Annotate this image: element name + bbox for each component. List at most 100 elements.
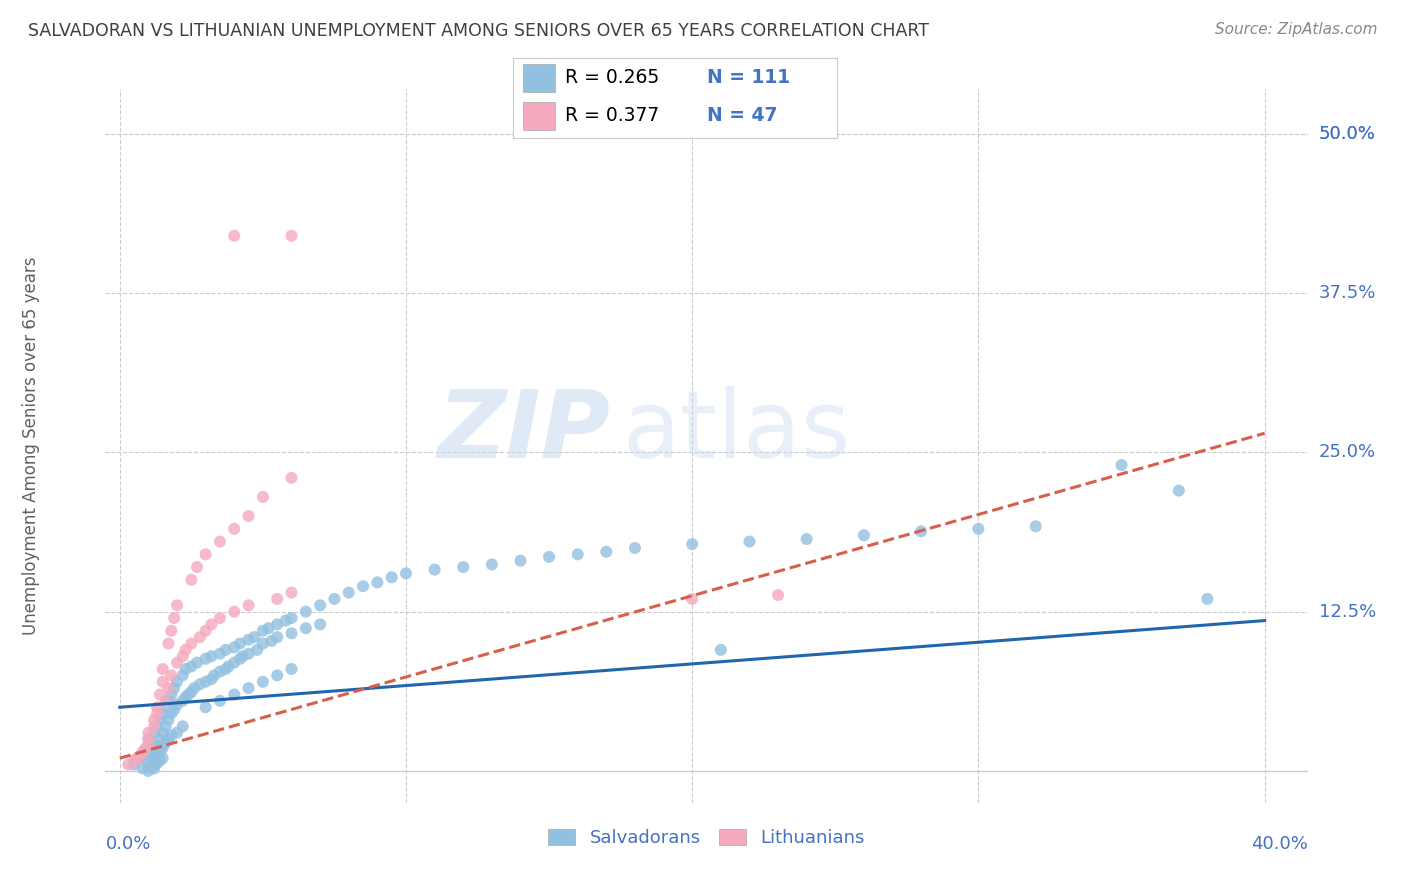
Point — [274, 614, 297, 628]
Point — [160, 624, 183, 638]
Point — [149, 688, 172, 702]
Point — [166, 599, 188, 613]
Point — [910, 524, 932, 539]
Point — [131, 761, 153, 775]
Point — [224, 688, 246, 702]
Point — [208, 647, 231, 661]
Point — [309, 599, 332, 613]
Point — [152, 706, 174, 721]
Point — [143, 751, 166, 765]
Point — [146, 739, 169, 753]
Point — [229, 636, 252, 650]
Point — [481, 558, 503, 572]
Point — [157, 713, 180, 727]
Point — [138, 764, 160, 778]
Point — [155, 700, 177, 714]
Point — [131, 745, 153, 759]
Point — [257, 621, 280, 635]
Point — [146, 700, 169, 714]
Point — [451, 560, 474, 574]
Point — [214, 662, 236, 676]
Point — [152, 751, 174, 765]
Point — [172, 694, 194, 708]
Text: Unemployment Among Seniors over 65 years: Unemployment Among Seniors over 65 years — [22, 257, 39, 635]
Point — [202, 668, 225, 682]
Point — [200, 617, 222, 632]
Point — [135, 745, 156, 759]
Point — [125, 751, 148, 765]
Point — [152, 674, 174, 689]
Point — [128, 751, 150, 765]
Point — [238, 647, 260, 661]
Point — [208, 694, 231, 708]
Bar — [523, 63, 555, 92]
Point — [218, 659, 240, 673]
Point — [624, 541, 647, 555]
Point — [681, 591, 703, 606]
Text: Source: ZipAtlas.com: Source: ZipAtlas.com — [1215, 22, 1378, 37]
Point — [155, 719, 177, 733]
Point — [967, 522, 990, 536]
Point — [186, 560, 208, 574]
Point — [172, 649, 194, 664]
Text: SALVADORAN VS LITHUANIAN UNEMPLOYMENT AMONG SENIORS OVER 65 YEARS CORRELATION CH: SALVADORAN VS LITHUANIAN UNEMPLOYMENT AM… — [28, 22, 929, 40]
Point — [149, 745, 172, 759]
Point — [567, 547, 589, 561]
Point — [146, 719, 169, 733]
Text: R = 0.265: R = 0.265 — [565, 68, 659, 87]
Point — [266, 630, 288, 644]
Point — [157, 732, 180, 747]
Point — [1025, 519, 1047, 533]
Text: atlas: atlas — [623, 385, 851, 478]
Point — [180, 685, 202, 699]
Point — [194, 652, 217, 666]
Point — [214, 643, 236, 657]
Point — [224, 605, 246, 619]
Point — [194, 624, 217, 638]
Point — [194, 674, 217, 689]
Point — [280, 585, 302, 599]
Point — [238, 681, 260, 695]
Point — [146, 706, 169, 721]
Point — [149, 754, 172, 768]
Point — [143, 761, 166, 775]
Point — [166, 674, 188, 689]
Point — [538, 549, 561, 564]
Point — [280, 626, 302, 640]
Point — [266, 617, 288, 632]
Point — [309, 617, 332, 632]
Point — [1167, 483, 1189, 498]
Point — [381, 570, 404, 584]
Point — [152, 725, 174, 739]
Point — [174, 662, 197, 676]
Point — [152, 662, 174, 676]
Point — [138, 739, 160, 753]
Point — [143, 713, 166, 727]
Point — [146, 756, 169, 771]
Point — [166, 698, 188, 712]
Point — [323, 591, 346, 606]
Point — [122, 754, 145, 768]
Point — [166, 656, 188, 670]
Point — [252, 624, 274, 638]
Text: 0.0%: 0.0% — [105, 835, 150, 853]
Text: R = 0.377: R = 0.377 — [565, 106, 659, 125]
Point — [238, 632, 260, 647]
Point — [146, 748, 169, 763]
Text: 50.0%: 50.0% — [1319, 125, 1375, 143]
Point — [177, 688, 200, 702]
Point — [128, 748, 150, 763]
Point — [186, 656, 208, 670]
Point — [160, 668, 183, 682]
Point — [1197, 591, 1219, 606]
Point — [595, 545, 617, 559]
Point — [260, 634, 283, 648]
Point — [117, 757, 139, 772]
Point — [174, 690, 197, 704]
Point — [252, 490, 274, 504]
Text: 12.5%: 12.5% — [1319, 603, 1376, 621]
Point — [224, 640, 246, 655]
Text: ZIP: ZIP — [437, 385, 610, 478]
Point — [243, 630, 266, 644]
Point — [188, 630, 211, 644]
